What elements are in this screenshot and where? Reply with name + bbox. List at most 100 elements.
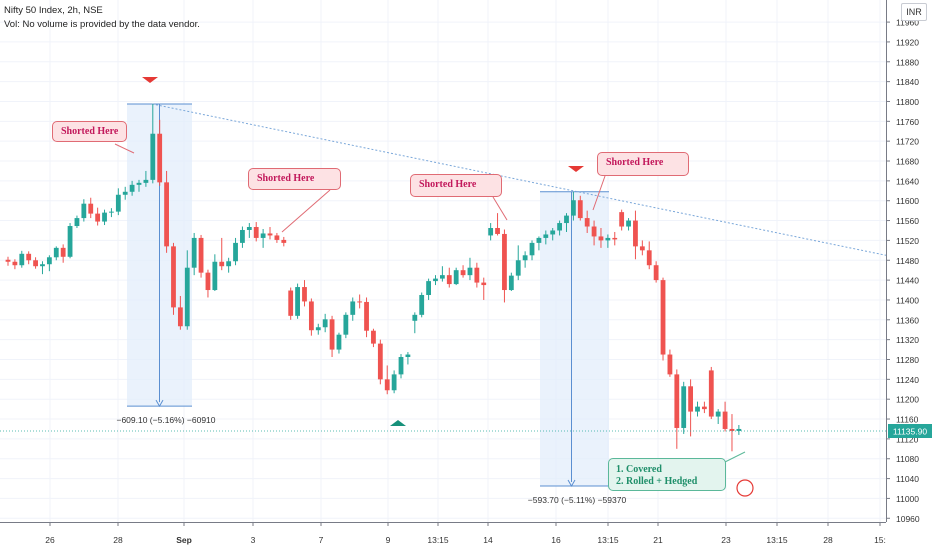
candle-body	[233, 242, 238, 262]
x-tick-label: 28	[823, 535, 833, 545]
y-tick-label: 11560	[896, 216, 919, 226]
candle-body	[708, 370, 714, 417]
candle-body	[550, 230, 556, 235]
candle-body	[246, 227, 252, 230]
candle-body	[212, 261, 218, 291]
y-tick-label: 11520	[896, 236, 919, 246]
candle-body	[619, 212, 625, 227]
x-tick-label: 14	[483, 535, 493, 545]
y-tick-label: 11360	[896, 315, 919, 325]
x-tick-label: 16	[551, 535, 561, 545]
candle-body	[46, 257, 52, 265]
x-tick-label: 15:	[874, 535, 886, 545]
candle-body	[315, 327, 321, 331]
candle-body	[674, 374, 680, 428]
y-tick-label: 11120	[896, 434, 919, 444]
candle-body	[205, 272, 211, 291]
candle-body	[591, 226, 597, 237]
currency-button[interactable]: INR	[901, 3, 927, 21]
y-tick-label: 11040	[896, 474, 919, 484]
callout-shorted-3: Shorted Here	[410, 174, 502, 197]
candle-body	[143, 179, 149, 183]
note-line-2: 2. Rolled + Hedged	[616, 476, 698, 487]
candle-body	[67, 226, 73, 257]
candle-body	[177, 307, 183, 327]
candle-body	[543, 234, 549, 238]
x-tick-label: 13:15	[597, 535, 619, 545]
candle-body	[460, 270, 466, 276]
candle-body	[357, 301, 363, 303]
candle-body	[81, 203, 87, 219]
exit-circle-icon	[736, 479, 754, 497]
candle-body	[391, 374, 397, 391]
candle-body	[433, 278, 438, 282]
candle-body	[157, 133, 163, 183]
x-tick-label: 23	[721, 535, 731, 545]
candle-body	[729, 428, 735, 431]
candle-body	[88, 203, 94, 214]
x-tick-label: Sep	[176, 535, 192, 545]
y-tick-label: 11480	[896, 256, 919, 266]
candle-body	[171, 246, 176, 308]
y-tick-label: 11960	[896, 18, 919, 28]
x-tick-label: 7	[319, 535, 324, 545]
callout-shorted-2: Shorted Here	[248, 168, 341, 190]
candle-body	[564, 215, 569, 224]
candle-body	[681, 386, 687, 428]
y-tick-label: 11000	[896, 494, 919, 504]
x-tick-label: 13:15	[427, 535, 449, 545]
candle-body	[40, 264, 45, 267]
note-line-1: 1. Covered	[616, 464, 662, 475]
candle-body	[150, 133, 156, 180]
candle-body	[253, 227, 259, 238]
candle-body	[577, 200, 583, 219]
y-tick-label: 11720	[896, 137, 919, 147]
candle-body	[109, 211, 114, 213]
candle-body	[508, 275, 514, 291]
y-tick-label: 11640	[896, 176, 919, 186]
candle-body	[350, 301, 356, 315]
candle-body	[688, 386, 694, 412]
candles	[5, 103, 742, 452]
candle-body	[667, 354, 673, 375]
markers	[114, 77, 754, 497]
candle-body	[626, 220, 631, 227]
candle-body	[481, 282, 487, 286]
candle-body	[329, 319, 335, 350]
callout-tail	[114, 143, 135, 154]
candle-body	[288, 290, 294, 316]
candle-body	[446, 275, 452, 285]
candle-body	[122, 191, 128, 195]
candle-body	[129, 184, 135, 192]
candle-body	[219, 261, 225, 267]
candle-body	[115, 194, 121, 212]
x-tick-label: 13:15	[766, 535, 788, 545]
candle-body	[226, 261, 232, 267]
candle-body	[322, 319, 328, 328]
measure-label: −593.70 (−5.11%) −59370	[528, 495, 627, 505]
y-tick-label: 11320	[896, 335, 919, 345]
candle-body	[660, 280, 666, 355]
candle-body	[19, 253, 25, 266]
candle-body	[646, 250, 652, 266]
candle-body	[488, 228, 494, 236]
callout-shorted-1: Shorted Here	[52, 121, 128, 142]
chart-title: Nifty 50 Index, 2h, NSE	[4, 5, 103, 16]
candle-body	[295, 287, 300, 316]
buy-marker-icon	[390, 420, 406, 426]
candle-body	[281, 239, 287, 243]
candle-body	[722, 411, 728, 429]
callout-tail	[592, 175, 606, 211]
candle-body	[53, 247, 59, 258]
callout-tail	[281, 189, 331, 233]
candle-body	[336, 334, 342, 350]
candle-body	[715, 411, 721, 417]
candle-body	[240, 229, 245, 243]
candle-body	[405, 354, 411, 358]
y-tick-label: 11400	[896, 295, 919, 305]
candle-body	[60, 247, 66, 257]
y-tick-label: 11800	[896, 97, 919, 107]
x-tick-label: 9	[386, 535, 391, 545]
candle-body	[184, 267, 190, 327]
